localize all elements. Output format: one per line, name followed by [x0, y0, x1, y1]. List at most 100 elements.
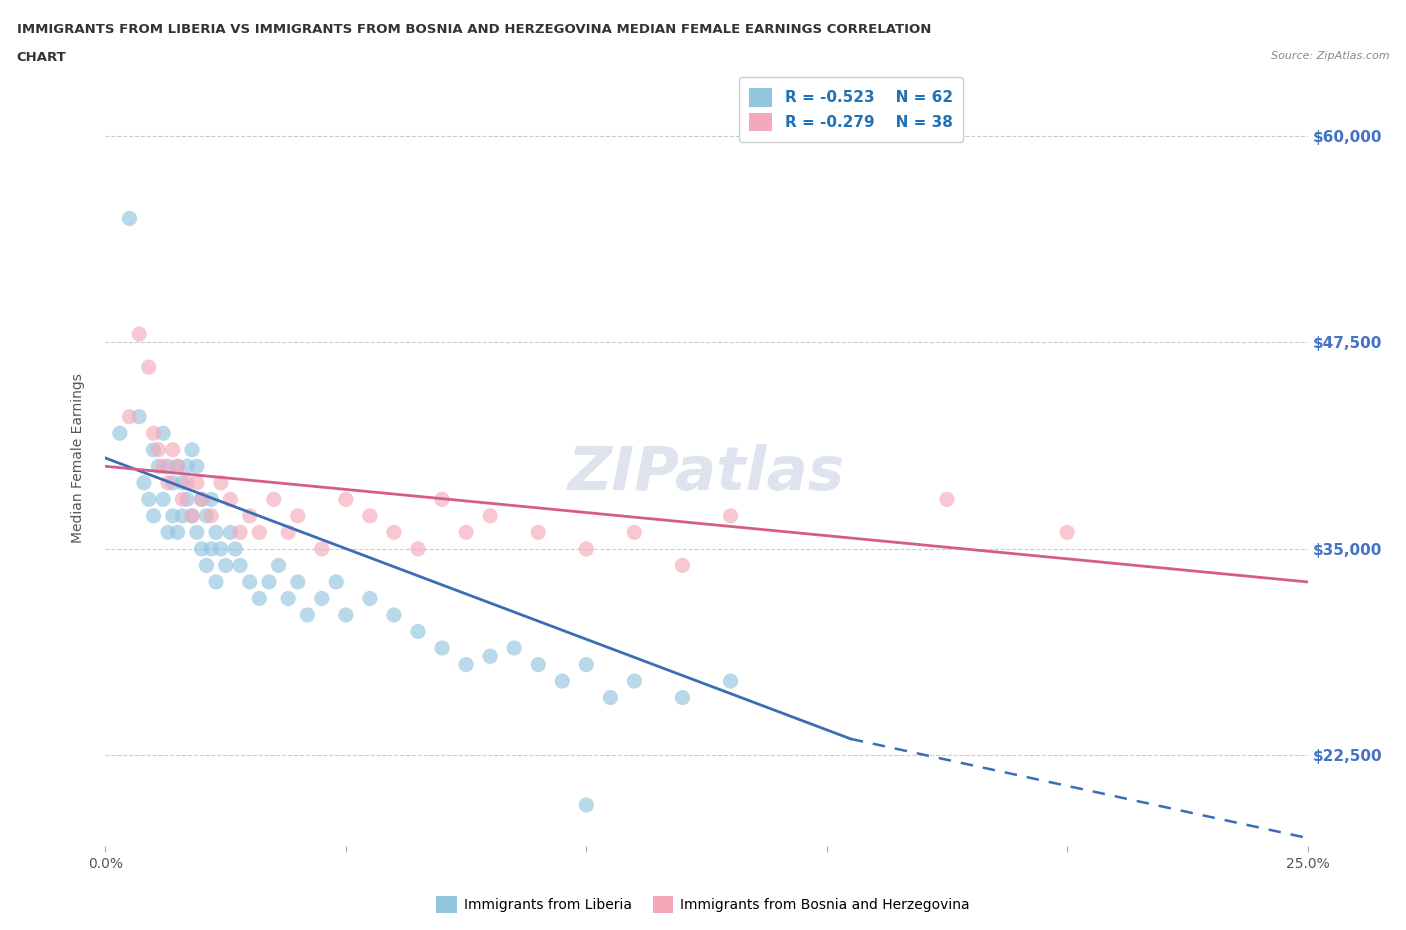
Text: IMMIGRANTS FROM LIBERIA VS IMMIGRANTS FROM BOSNIA AND HERZEGOVINA MEDIAN FEMALE : IMMIGRANTS FROM LIBERIA VS IMMIGRANTS FR… — [17, 23, 931, 36]
Point — [406, 541, 429, 556]
Point — [108, 426, 131, 441]
Text: CHART: CHART — [17, 51, 66, 64]
Point — [454, 525, 477, 539]
Point — [247, 525, 270, 539]
Point — [186, 458, 208, 473]
Point — [287, 575, 309, 590]
Point — [176, 475, 198, 490]
Point — [162, 475, 184, 490]
Point — [166, 458, 188, 473]
Point — [128, 326, 150, 341]
Point — [263, 492, 285, 507]
Point — [205, 575, 228, 590]
Point — [479, 509, 502, 524]
Point — [142, 509, 165, 524]
Point — [166, 525, 188, 539]
Point — [219, 492, 242, 507]
Point — [156, 525, 179, 539]
Point — [172, 492, 194, 507]
Point — [277, 591, 299, 606]
Point — [190, 541, 212, 556]
Legend: R = -0.523    N = 62, R = -0.279    N = 38: R = -0.523 N = 62, R = -0.279 N = 38 — [738, 77, 963, 142]
Point — [287, 509, 309, 524]
Point — [527, 525, 550, 539]
Point — [209, 541, 232, 556]
Point — [671, 558, 693, 573]
Point — [152, 426, 174, 441]
Point — [239, 575, 262, 590]
Point — [205, 525, 228, 539]
Point — [214, 558, 236, 573]
Legend: Immigrants from Liberia, Immigrants from Bosnia and Herzegovina: Immigrants from Liberia, Immigrants from… — [430, 890, 976, 919]
Point — [229, 558, 252, 573]
Point — [479, 649, 502, 664]
Point — [551, 673, 574, 688]
Point — [219, 525, 242, 539]
Point — [936, 492, 959, 507]
Point — [181, 443, 204, 458]
Point — [172, 475, 194, 490]
Point — [162, 443, 184, 458]
Point — [1056, 525, 1078, 539]
Text: Source: ZipAtlas.com: Source: ZipAtlas.com — [1271, 51, 1389, 61]
Point — [186, 475, 208, 490]
Text: ZIPatlas: ZIPatlas — [568, 444, 845, 503]
Point — [575, 541, 598, 556]
Point — [311, 541, 333, 556]
Point — [335, 607, 357, 622]
Point — [186, 525, 208, 539]
Point — [247, 591, 270, 606]
Y-axis label: Median Female Earnings: Median Female Earnings — [70, 373, 84, 543]
Point — [195, 509, 218, 524]
Point — [142, 426, 165, 441]
Point — [148, 443, 170, 458]
Point — [257, 575, 280, 590]
Point — [720, 673, 742, 688]
Point — [132, 475, 155, 490]
Point — [152, 458, 174, 473]
Point — [195, 558, 218, 573]
Point — [200, 541, 222, 556]
Point — [229, 525, 252, 539]
Point — [575, 798, 598, 813]
Point — [152, 492, 174, 507]
Point — [382, 525, 405, 539]
Point — [335, 492, 357, 507]
Point — [359, 591, 381, 606]
Point — [277, 525, 299, 539]
Point — [311, 591, 333, 606]
Point — [156, 458, 179, 473]
Point — [181, 509, 204, 524]
Point — [200, 492, 222, 507]
Point — [224, 541, 246, 556]
Point — [190, 492, 212, 507]
Point — [138, 360, 160, 375]
Point — [118, 211, 141, 226]
Point — [430, 492, 453, 507]
Point — [156, 475, 179, 490]
Point — [325, 575, 347, 590]
Point — [359, 509, 381, 524]
Point — [720, 509, 742, 524]
Point — [297, 607, 319, 622]
Point — [176, 458, 198, 473]
Point — [181, 509, 204, 524]
Point — [599, 690, 621, 705]
Point — [142, 443, 165, 458]
Point — [575, 658, 598, 672]
Point — [166, 458, 188, 473]
Point — [209, 475, 232, 490]
Point — [527, 658, 550, 672]
Point — [503, 641, 526, 656]
Point — [118, 409, 141, 424]
Point — [454, 658, 477, 672]
Point — [172, 509, 194, 524]
Point — [148, 458, 170, 473]
Point — [671, 690, 693, 705]
Point — [623, 525, 645, 539]
Point — [176, 492, 198, 507]
Point — [430, 641, 453, 656]
Point — [239, 509, 262, 524]
Point — [623, 673, 645, 688]
Point — [382, 607, 405, 622]
